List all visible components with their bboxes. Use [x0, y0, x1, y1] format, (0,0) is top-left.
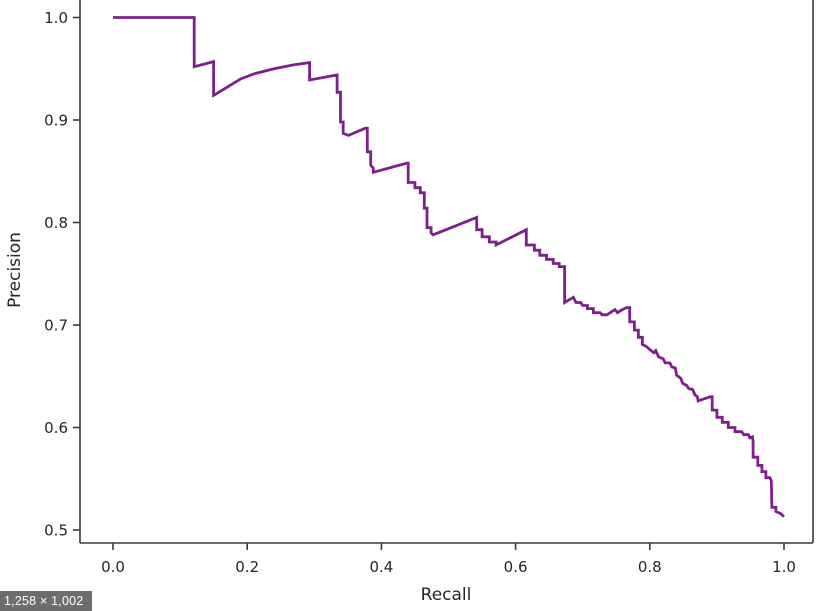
y-tick-label: 0.6	[44, 419, 68, 437]
y-tick-label: 1.0	[44, 9, 68, 27]
y-tick-label: 0.8	[44, 214, 68, 232]
curve-layer	[113, 16, 785, 518]
x-tick-label: 0.6	[504, 558, 528, 576]
pr-curve-line	[113, 16, 785, 518]
image-dimensions-badge: 1,258 × 1,002	[0, 591, 93, 611]
x-tick-label: 0.8	[638, 558, 662, 576]
axes-layer: 1.0 0.9 0.8 0.7 0.6 0.5 0.0 0.2 0.4 0.6 0.8 1.0	[44, 0, 814, 576]
x-tick-label: 0.0	[101, 558, 125, 576]
y-tick-label: 0.5	[44, 522, 68, 540]
x-tick-label: 1.0	[772, 558, 796, 576]
x-tick-label: 0.2	[235, 558, 259, 576]
x-tick-label: 0.4	[369, 558, 393, 576]
y-axis-title: Precision	[5, 232, 25, 308]
y-tick-label: 0.7	[44, 317, 68, 335]
y-tick-label: 0.9	[44, 112, 68, 130]
x-axis-title: Recall	[421, 585, 472, 605]
